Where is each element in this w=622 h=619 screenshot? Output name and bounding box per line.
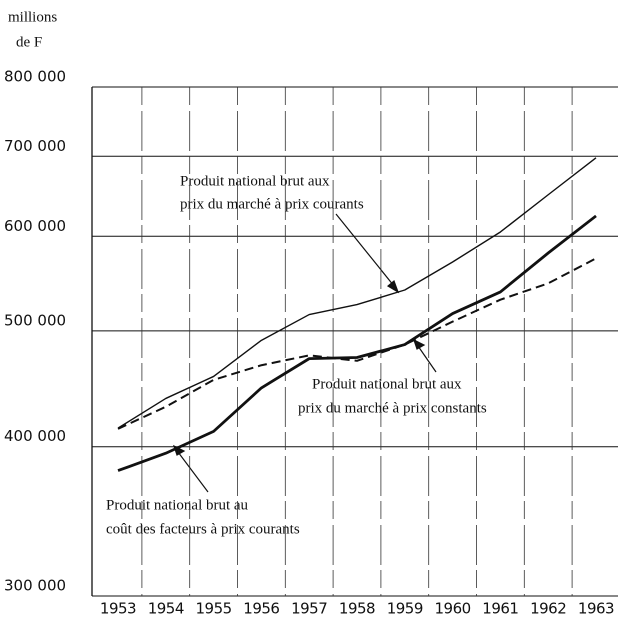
annotation: coût des facteurs à prix courants [106, 521, 300, 537]
series-line [117, 214, 597, 472]
x-tick-label: 1956 [243, 600, 279, 618]
x-tick-label: 1963 [578, 600, 614, 618]
x-tick-label: 1961 [482, 600, 518, 618]
series-line [117, 157, 597, 429]
y-tick-label: 500 000 [4, 311, 66, 329]
y-tick-label: 800 000 [4, 68, 66, 86]
x-tick-label: 1959 [387, 600, 423, 618]
annotation: prix du marché à prix courants [180, 196, 364, 212]
x-tick-label: 1958 [339, 600, 375, 618]
y-axis-label: de F [16, 34, 42, 50]
x-tick-label: 1955 [196, 600, 232, 618]
x-tick-label: 1954 [148, 600, 184, 618]
arrows [172, 213, 437, 493]
annotation: Produit national brut aux [180, 173, 330, 189]
annotation: Produit national brut au [106, 497, 249, 513]
y-tick-label: 700 000 [4, 137, 66, 155]
x-tick-label: 1960 [435, 600, 471, 618]
annotation: Produit national brut aux [312, 376, 462, 392]
y-tick-label: 300 000 [4, 577, 66, 595]
x-tick-label: 1953 [100, 600, 136, 618]
y-axis-label: millions [8, 9, 57, 25]
series-line [117, 257, 597, 430]
y-tick-label: 600 000 [4, 217, 66, 235]
annotation: prix du marché à prix constants [298, 400, 487, 416]
y-tick-label: 400 000 [4, 427, 66, 445]
x-tick-label: 1962 [530, 600, 566, 618]
x-tick-label: 1957 [291, 600, 327, 618]
